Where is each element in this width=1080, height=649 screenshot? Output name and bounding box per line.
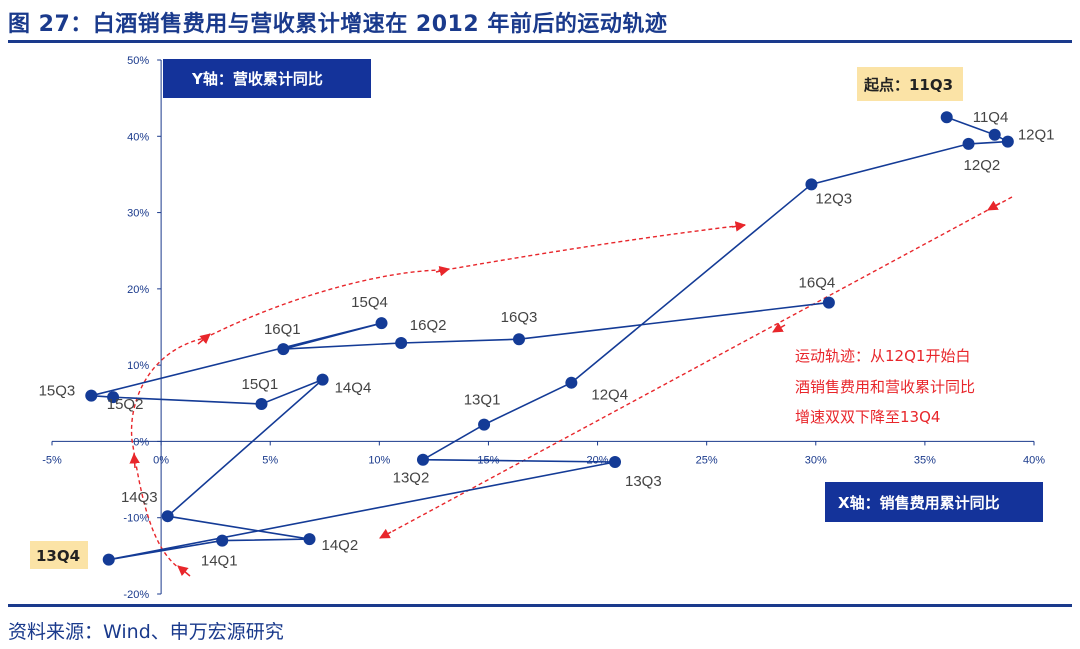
point-16q2 — [395, 337, 408, 350]
point-label-14q3: 14Q3 — [121, 489, 158, 506]
x-tick-label: 35% — [914, 454, 936, 466]
recovery-trend-path — [130, 224, 746, 571]
trajectory-series — [85, 111, 1014, 566]
point-label-14q1: 14Q1 — [201, 553, 238, 570]
point-label-12q2: 12Q2 — [964, 157, 1001, 174]
title-divider — [8, 40, 1072, 43]
x-tick-labels: -5% 0% 5% 10% 15% 20% 25% 30% 35% 40% — [42, 441, 1045, 466]
point-label-16q1: 16Q1 — [264, 321, 301, 338]
x-tick-label: 10% — [368, 454, 390, 466]
point-13q1 — [478, 418, 491, 431]
end-point-label: 13Q4 — [36, 547, 80, 565]
x-tick-label: 25% — [696, 454, 718, 466]
recovery-arrow-head-2 — [129, 452, 140, 469]
y-tick-labels: -20% -10% 0% 10% 20% 30% 40% 50% — [123, 55, 162, 600]
x-tick-label: 40% — [1023, 454, 1045, 466]
end-point-highlight: 13Q4 — [30, 541, 88, 569]
point-label-14q2: 14Q2 — [322, 537, 359, 554]
point-label-15q3: 15Q3 — [39, 383, 76, 400]
start-point-highlight: 起点：11Q3 — [857, 67, 963, 101]
point-14q2 — [303, 533, 316, 546]
y-axis-title: Y轴：营收累计同比 — [191, 70, 323, 88]
trend-annotations — [129, 196, 1013, 577]
x-tick-label: 30% — [805, 454, 827, 466]
point-labels: 11Q4 12Q1 12Q2 12Q3 12Q4 13Q1 13Q2 13Q3 14Q1 14Q2… — [39, 109, 1055, 570]
point-label-12q4: 12Q4 — [591, 387, 628, 404]
point-label-11q4: 11Q4 — [973, 109, 1009, 126]
source-note: 资料来源：Wind、申万宏源研究 — [8, 621, 284, 643]
point-12q3 — [805, 178, 818, 191]
decline-arrow-head-1 — [987, 200, 1001, 211]
recovery-arrow-head-3 — [197, 333, 211, 345]
y-axis-title-box: Y轴：营收累计同比 — [163, 59, 371, 98]
point-label-13q3: 13Q3 — [625, 473, 662, 490]
point-label-14q4: 14Q4 — [335, 380, 372, 397]
x-axis-title: X轴：销售费用累计同比 — [838, 494, 1000, 512]
point-16q3 — [512, 333, 525, 346]
point-15q1 — [255, 398, 268, 411]
recovery-arrow-head-4 — [435, 266, 451, 277]
x-tick-label: 5% — [262, 454, 278, 466]
note-line-3: 增速双双下降至13Q4 — [795, 408, 940, 426]
recovery-arrow-head-1 — [177, 565, 191, 577]
x-tick-label: -5% — [42, 454, 62, 466]
start-point-label: 起点：11Q3 — [863, 76, 953, 94]
point-label-13q2: 13Q2 — [393, 470, 430, 487]
point-label-15q2: 15Q2 — [107, 396, 144, 413]
x-tick-label: 0% — [153, 454, 169, 466]
decline-arrow-head-2 — [772, 322, 786, 333]
y-tick-label: 0% — [133, 436, 149, 448]
point-label-15q4: 15Q4 — [351, 294, 388, 311]
point-label-16q4: 16Q4 — [799, 275, 836, 292]
point-16q1 — [277, 343, 290, 356]
x-axis-title-box: X轴：销售费用累计同比 — [825, 482, 1043, 522]
y-tick-label: -10% — [123, 513, 149, 525]
axes — [52, 60, 1034, 594]
point-13q2 — [416, 453, 429, 466]
decline-arrow-head-3 — [379, 528, 392, 539]
point-label-15q1: 15Q1 — [241, 376, 278, 393]
decline-trend-path — [381, 196, 1013, 538]
recovery-arrow-head-5 — [731, 221, 747, 232]
point-13q4 — [102, 553, 115, 566]
point-13q3 — [609, 456, 622, 469]
trajectory-chart: -5% 0% 5% 10% 15% 20% 25% 30% 35% 40% -20%-10%0%1… — [30, 55, 1055, 600]
point-16q4 — [822, 296, 835, 309]
y-tick-label: 50% — [127, 55, 149, 67]
point-label-12q1: 12Q1 — [1018, 127, 1055, 144]
source-divider — [8, 604, 1072, 607]
point-11q4 — [988, 128, 1001, 141]
point-14q1 — [216, 534, 229, 547]
y-tick-label: 40% — [127, 131, 149, 143]
page-title: 图 27：白酒销售费用与营收累计增速在 2012 年前后的运动轨迹 — [8, 12, 668, 37]
y-tick-label: 20% — [127, 284, 149, 296]
y-tick-label: 10% — [127, 360, 149, 372]
trajectory-line — [91, 116, 1011, 561]
point-label-16q2: 16Q2 — [410, 317, 447, 334]
point-14q3 — [161, 510, 174, 523]
point-label-13q1: 13Q1 — [464, 392, 501, 409]
point-14q4 — [316, 373, 329, 386]
y-tick-label: 30% — [127, 208, 149, 220]
point-label-16q3: 16Q3 — [501, 309, 538, 326]
point-12q1 — [1001, 135, 1014, 148]
point-11q3 — [940, 111, 953, 124]
point-12q4 — [565, 376, 578, 389]
point-15q3 — [85, 389, 98, 402]
point-15q4 — [375, 317, 388, 330]
trajectory-note: 运动轨迹：从12Q1开始白 酒销售费用和营收累计同比 增速双双下降至13Q4 — [795, 347, 975, 426]
point-15q2 — [107, 391, 120, 404]
point-label-12q3: 12Q3 — [815, 190, 852, 207]
point-12q2 — [962, 137, 975, 150]
note-line-2: 酒销售费用和营收累计同比 — [795, 378, 975, 396]
x-tick-label: 20% — [587, 454, 609, 466]
note-line-1: 运动轨迹：从12Q1开始白 — [795, 347, 970, 365]
y-tick-label: -20% — [123, 589, 149, 600]
